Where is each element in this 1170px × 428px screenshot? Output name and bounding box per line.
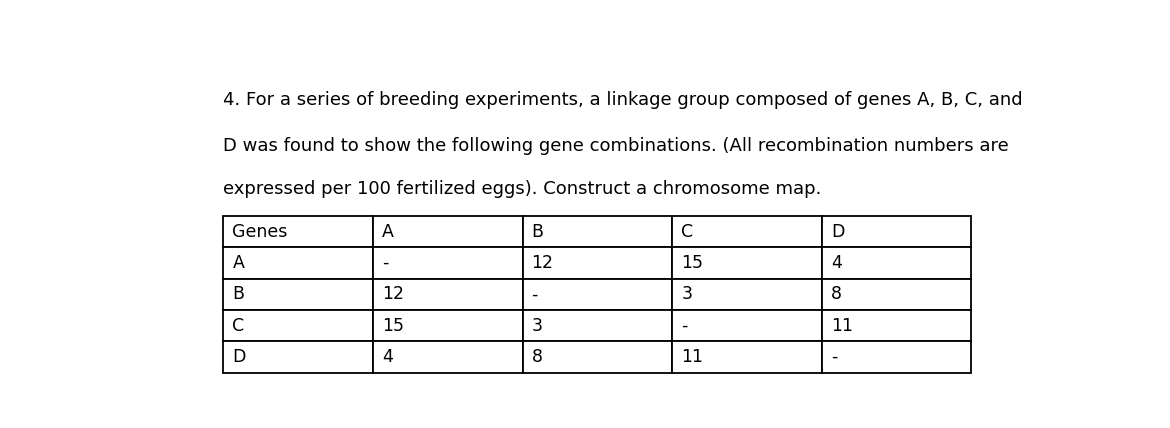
Text: 11: 11 — [831, 317, 853, 335]
Text: D: D — [233, 348, 246, 366]
Text: 12: 12 — [531, 254, 553, 272]
Bar — [672, 247, 821, 279]
Bar — [821, 310, 971, 342]
Text: -: - — [531, 285, 538, 303]
Text: Genes: Genes — [233, 223, 288, 241]
Bar — [373, 342, 523, 373]
Bar — [523, 342, 672, 373]
Bar — [821, 247, 971, 279]
Text: 8: 8 — [531, 348, 543, 366]
Text: B: B — [531, 223, 544, 241]
Text: 3: 3 — [531, 317, 543, 335]
Bar — [373, 247, 523, 279]
Bar — [223, 279, 373, 310]
Text: 4: 4 — [381, 348, 393, 366]
Bar — [821, 216, 971, 247]
Text: -: - — [831, 348, 838, 366]
Text: A: A — [381, 223, 394, 241]
Text: 4: 4 — [831, 254, 841, 272]
Bar — [672, 342, 821, 373]
Text: 8: 8 — [831, 285, 842, 303]
Text: 12: 12 — [381, 285, 404, 303]
Bar — [223, 216, 373, 247]
Bar — [672, 310, 821, 342]
Text: -: - — [681, 317, 688, 335]
Text: A: A — [233, 254, 245, 272]
Bar — [523, 310, 672, 342]
Text: D: D — [831, 223, 845, 241]
Text: D was found to show the following gene combinations. (All recombination numbers : D was found to show the following gene c… — [223, 137, 1009, 155]
Text: 3: 3 — [681, 285, 693, 303]
Bar — [373, 216, 523, 247]
Text: 15: 15 — [381, 317, 404, 335]
Bar — [373, 279, 523, 310]
Text: -: - — [381, 254, 388, 272]
Text: expressed per 100 fertilized eggs). Construct a chromosome map.: expressed per 100 fertilized eggs). Cons… — [223, 180, 821, 198]
Bar — [523, 216, 672, 247]
Text: 11: 11 — [681, 348, 703, 366]
Bar — [672, 216, 821, 247]
Bar — [523, 279, 672, 310]
Bar — [223, 247, 373, 279]
Bar — [821, 342, 971, 373]
Text: C: C — [681, 223, 694, 241]
Bar — [523, 247, 672, 279]
Bar — [373, 310, 523, 342]
Text: 15: 15 — [681, 254, 703, 272]
Text: B: B — [233, 285, 245, 303]
Bar — [223, 310, 373, 342]
Bar — [223, 342, 373, 373]
Bar — [821, 279, 971, 310]
Text: C: C — [233, 317, 245, 335]
Bar — [672, 279, 821, 310]
Text: 4. For a series of breeding experiments, a linkage group composed of genes A, B,: 4. For a series of breeding experiments,… — [223, 91, 1023, 109]
